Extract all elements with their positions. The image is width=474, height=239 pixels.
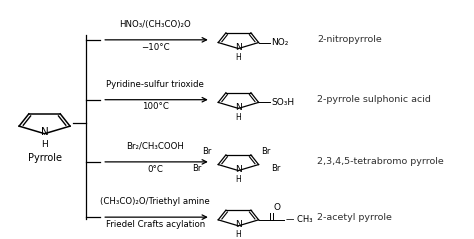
Text: H: H xyxy=(236,53,241,62)
Text: H: H xyxy=(236,113,241,122)
Text: SO₃H: SO₃H xyxy=(271,98,294,107)
Text: 100°C: 100°C xyxy=(142,103,169,111)
Text: Pyrrole: Pyrrole xyxy=(27,153,62,163)
Text: O: O xyxy=(274,203,281,212)
Text: HNO₃/(CH₃CO)₂O: HNO₃/(CH₃CO)₂O xyxy=(119,20,191,29)
Text: Br: Br xyxy=(192,164,202,173)
Text: Br: Br xyxy=(202,147,211,156)
Text: H: H xyxy=(236,230,241,239)
Text: N: N xyxy=(41,127,48,137)
Text: NO₂: NO₂ xyxy=(271,38,289,47)
Text: 0°C: 0°C xyxy=(147,165,163,174)
Text: H: H xyxy=(41,140,48,149)
Text: Friedel Crafts acylation: Friedel Crafts acylation xyxy=(106,220,205,229)
Text: −10°C: −10°C xyxy=(141,43,170,52)
Text: N: N xyxy=(235,103,242,112)
Text: N: N xyxy=(235,165,242,174)
Text: — CH₃: — CH₃ xyxy=(286,215,312,224)
Text: 2,3,4,5-tetrabromo pyrrole: 2,3,4,5-tetrabromo pyrrole xyxy=(317,158,444,166)
Text: H: H xyxy=(236,175,241,184)
Text: 2-pyrrole sulphonic acid: 2-pyrrole sulphonic acid xyxy=(317,95,431,104)
Text: 2-nitropyrrole: 2-nitropyrrole xyxy=(317,35,382,44)
Text: Pyridine-sulfur trioxide: Pyridine-sulfur trioxide xyxy=(106,80,204,89)
Text: (CH₃CO)₂O/Triethyl amine: (CH₃CO)₂O/Triethyl amine xyxy=(100,197,210,206)
Text: 2-acetyl pyrrole: 2-acetyl pyrrole xyxy=(317,213,392,222)
Text: N: N xyxy=(235,220,242,229)
Text: N: N xyxy=(235,43,242,52)
Text: Br: Br xyxy=(272,164,281,173)
Text: Br₂/CH₃COOH: Br₂/CH₃COOH xyxy=(127,142,184,151)
Text: Br: Br xyxy=(261,147,270,156)
